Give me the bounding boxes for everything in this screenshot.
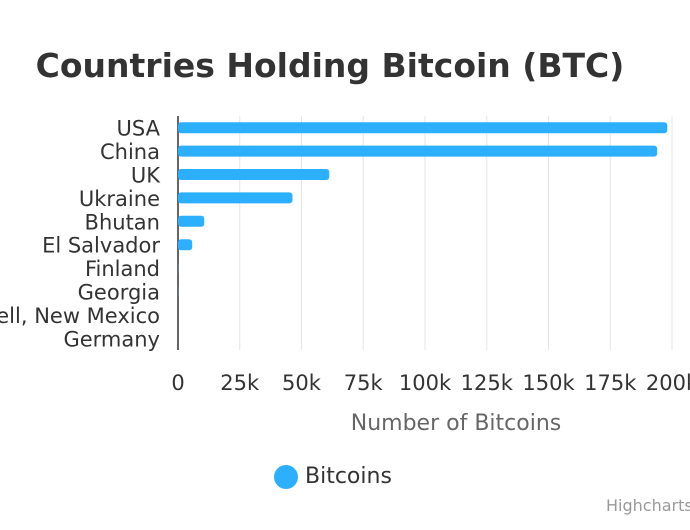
category-label: Roswell, New Mexico: [0, 304, 160, 328]
x-tick-label: 0: [171, 371, 184, 395]
chart-title: Countries Holding Bitcoin (BTC): [35, 46, 625, 85]
credits-link[interactable]: Highcharts.com: [606, 496, 690, 515]
bar[interactable]: [178, 145, 658, 157]
bar[interactable]: [178, 215, 205, 227]
category-label: Ukraine: [79, 187, 160, 211]
x-tick-label: 50k: [282, 371, 322, 395]
bar-series[interactable]: [178, 122, 668, 297]
legend-item-bitcoins[interactable]: Bitcoins: [274, 464, 392, 489]
x-tick-label: 100k: [399, 371, 452, 395]
category-label: UK: [131, 164, 161, 188]
x-tick-label: 200k: [646, 371, 690, 395]
x-axis-title: Number of Bitcoins: [351, 411, 561, 436]
x-tick-label: 25k: [220, 371, 260, 395]
legend-label: Bitcoins: [305, 464, 392, 489]
category-label: Georgia: [78, 281, 160, 305]
category-label: El Salvador: [42, 234, 160, 258]
bar[interactable]: [178, 239, 193, 251]
x-tick-label: 150k: [522, 371, 575, 395]
x-tick-label: 175k: [584, 371, 637, 395]
x-tick-label: 75k: [344, 371, 384, 395]
bar[interactable]: [178, 122, 668, 134]
category-label: Finland: [85, 257, 160, 281]
category-label: Bhutan: [85, 210, 160, 234]
bar[interactable]: [178, 192, 293, 204]
category-label: USA: [117, 117, 161, 141]
category-label: China: [100, 140, 160, 164]
bar[interactable]: [178, 169, 330, 180]
x-tick-labels: 0 25k 50k 75k 100k 125k 150k 175k 200k: [171, 371, 690, 395]
legend-symbol: [274, 464, 298, 489]
x-tick-label: 125k: [461, 371, 514, 395]
category-label: Germany: [63, 327, 160, 351]
